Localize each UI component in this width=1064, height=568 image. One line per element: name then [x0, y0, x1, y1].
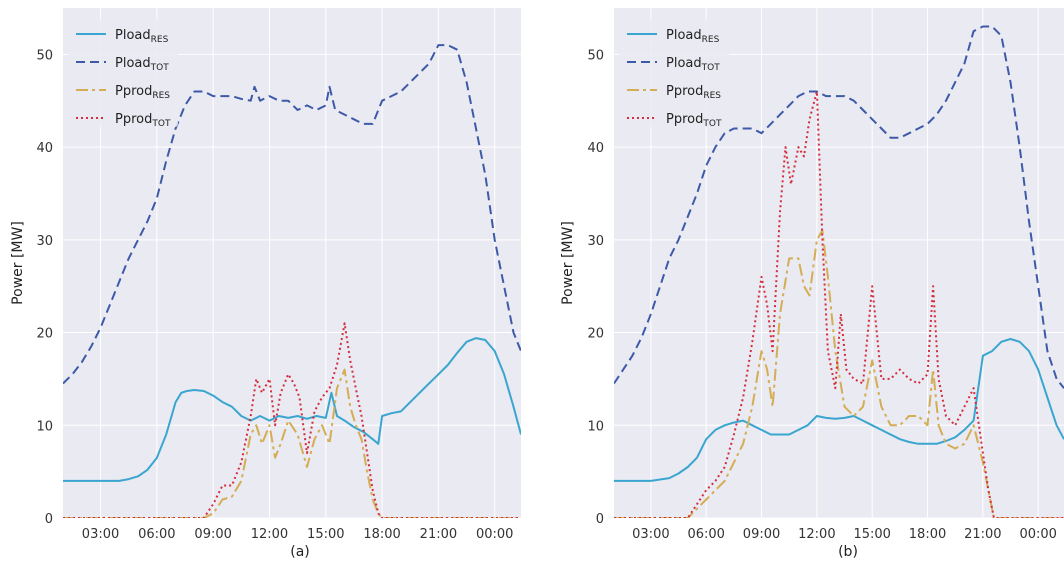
- y-tick-label: 50: [36, 48, 53, 63]
- series-line-pprod-res: [614, 229, 1064, 518]
- series-group: [614, 25, 1064, 518]
- x-tick-label: 03:00: [632, 527, 669, 542]
- legend-label-subscript: TOT: [151, 119, 171, 129]
- legend-label-name: Pload: [115, 56, 151, 71]
- legend-label-name: Pprod: [115, 84, 152, 99]
- legend-label-subscript: RES: [703, 91, 721, 101]
- y-tick-label: 40: [587, 141, 604, 156]
- x-tick-label: 21:00: [420, 527, 457, 542]
- x-tick-label: 06:00: [138, 527, 175, 542]
- x-tick-label: 00:00: [1019, 527, 1056, 542]
- panel-caption: (b): [838, 544, 858, 560]
- legend-label: PprodRES: [666, 84, 721, 101]
- legend-label-subscript: TOT: [702, 119, 722, 129]
- y-axis-label: Power [MW]: [10, 221, 26, 305]
- series-line-pprod-tot: [614, 90, 1064, 518]
- legend-label-name: Pprod: [666, 112, 703, 127]
- legend-label-subscript: TOT: [150, 63, 170, 73]
- y-tick-label: 10: [587, 419, 604, 434]
- y-tick-label: 20: [587, 327, 604, 342]
- y-tick-label: 50: [587, 48, 604, 63]
- series-line-pprod-tot: [63, 322, 521, 518]
- y-tick-label: 0: [596, 512, 604, 527]
- x-tick-label: 06:00: [687, 527, 724, 542]
- legend-label-name: Pload: [666, 56, 702, 71]
- x-tick-label: 09:00: [743, 527, 780, 542]
- y-tick-label: 40: [36, 141, 53, 156]
- legend-label: PprodTOT: [115, 112, 171, 129]
- legend-label-name: Pprod: [666, 84, 703, 99]
- legend-box: [68, 19, 178, 127]
- legend-label-subscript: RES: [151, 35, 169, 45]
- x-tick-label: 21:00: [964, 527, 1001, 542]
- y-tick-label: 30: [36, 234, 53, 249]
- legend-label: PloadRES: [115, 28, 169, 45]
- chart-panel-a: 0 10 20 30 40 50 03:00 06:00 09:00 12:00 15:00 18:0…: [10, 8, 521, 560]
- legend-label-name: Pprod: [115, 112, 152, 127]
- series-line-pprod-res: [63, 368, 521, 518]
- series-line-pload-tot: [614, 25, 1064, 389]
- x-tick-label: 12:00: [798, 527, 835, 542]
- y-tick-label: 10: [36, 419, 53, 434]
- legend-box: [619, 19, 729, 127]
- legend-label-subscript: RES: [152, 91, 170, 101]
- legend-label-name: Pload: [666, 28, 702, 43]
- x-tick-label: 18:00: [909, 527, 946, 542]
- y-tick-label: 0: [45, 512, 53, 527]
- legend-label-name: Pload: [115, 28, 151, 43]
- legend-label: PloadTOT: [115, 56, 169, 73]
- y-tick-label: 20: [36, 327, 53, 342]
- legend-label-subscript: RES: [702, 35, 720, 45]
- y-axis-label: Power [MW]: [560, 221, 576, 305]
- legend-label-subscript: TOT: [701, 63, 721, 73]
- series-line-pload-tot: [63, 44, 521, 385]
- series-line-pload-res: [614, 338, 1064, 482]
- chart-panel-b: 0 10 20 30 40 50 03:00 06:00 09:00 12:00 15:00 18:0…: [560, 8, 1064, 560]
- legend-label: PloadTOT: [666, 56, 720, 73]
- x-tick-label: 15:00: [307, 527, 344, 542]
- series-group: [63, 44, 521, 518]
- legend-label: PprodTOT: [666, 112, 722, 129]
- y-tick-label: 30: [587, 234, 604, 249]
- panel-caption: (a): [290, 544, 310, 560]
- x-tick-label: 09:00: [194, 527, 231, 542]
- legend-label: PloadRES: [666, 28, 720, 45]
- x-tick-label: 15:00: [853, 527, 890, 542]
- series-line-pload-res: [63, 337, 521, 482]
- x-tick-label: 18:00: [363, 527, 400, 542]
- x-tick-label: 12:00: [251, 527, 288, 542]
- x-tick-label: 03:00: [82, 527, 119, 542]
- x-tick-label: 00:00: [476, 527, 513, 542]
- legend-label: PprodRES: [115, 84, 170, 101]
